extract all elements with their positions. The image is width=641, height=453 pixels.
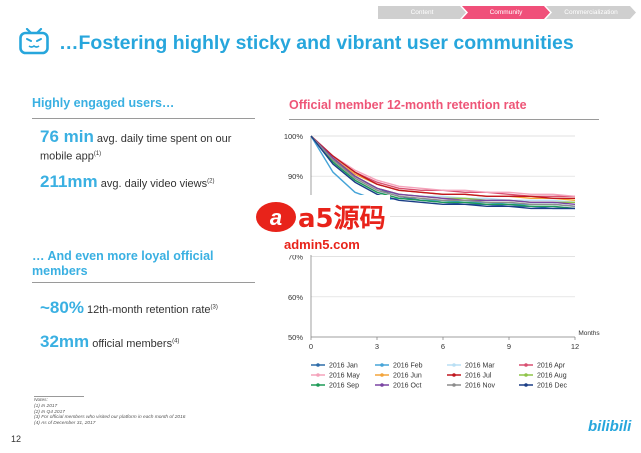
stat-official-members-label: official members (92, 338, 173, 350)
legend-marker (452, 383, 456, 387)
x-tick-label: 3 (375, 342, 379, 351)
section-heading-loyal-members: … And even more loyal official members (32, 249, 214, 279)
legend-marker (452, 373, 456, 377)
legend-label: 2016 Jun (393, 373, 422, 380)
x-tick-label: 9 (507, 342, 511, 351)
y-tick-label: 90% (288, 172, 303, 181)
legend-marker (316, 373, 320, 377)
nav-step-content[interactable]: Content (378, 6, 466, 19)
section-heading-line: members (32, 264, 88, 278)
series-line (310, 135, 576, 207)
legend-marker (380, 383, 384, 387)
footnote-3: (3) For official members who visited our… (34, 415, 186, 421)
legend-marker (380, 373, 384, 377)
x-tick-label: 12 (571, 342, 579, 351)
legend-label: 2016 Apr (537, 363, 566, 370)
stat-daily-time-value: 76 min (40, 127, 94, 146)
legend-marker (524, 383, 528, 387)
watermark-badge (256, 202, 296, 232)
stat-official-members-value: 32mm (40, 332, 90, 351)
watermark-url: admin5.com (284, 237, 360, 252)
series-line (310, 135, 575, 200)
page-number: 12 (11, 434, 22, 444)
footnote-ref: (3) (210, 304, 218, 311)
x-axis-label: Months (578, 330, 600, 337)
footnote-4: (4) As of December 31, 2017 (34, 421, 96, 427)
x-tick-label: 6 (441, 342, 445, 351)
divider (32, 118, 255, 119)
legend-marker (380, 363, 384, 367)
legend-marker (316, 363, 320, 367)
legend-label: 2016 Feb (393, 363, 423, 370)
watermark: a a5源码 admin5.com (254, 195, 390, 255)
section-heading-engaged-users: Highly engaged users… (32, 96, 175, 110)
series-line (310, 135, 576, 197)
nav-step-commercialization[interactable]: Commercialization (546, 6, 636, 19)
legend-label: 2016 Mar (465, 363, 495, 370)
legend-marker (452, 363, 456, 367)
footnotes-title: Notes: (34, 398, 48, 403)
stat-retention-label: 12th-month retention rate (87, 304, 211, 316)
footnote-ref: (2) (207, 178, 215, 185)
watermark-title: a5源码 (298, 204, 386, 234)
legend-marker (524, 373, 528, 377)
footnotes: Notes: (1) In 2017 (2) In Q4 2017 (3) Fo… (34, 398, 185, 427)
x-tick-label: 0 (309, 342, 313, 351)
stat-retention: ~80% 12th-month retention rate(3) (40, 298, 218, 318)
stat-official-members: 32mm official members(4) (40, 332, 180, 352)
page-title: …Fostering highly sticky and vibrant use… (59, 32, 574, 54)
legend-label: 2016 Aug (537, 373, 567, 380)
y-tick-label: 70% (288, 253, 303, 262)
series-line (310, 135, 575, 198)
footnote-2: (2) In Q4 2017 (34, 409, 65, 415)
section-navigation: Content Community Commercialization (378, 6, 636, 19)
divider (289, 119, 599, 120)
legend-label: 2016 Sep (329, 383, 359, 390)
footnote-1: (1) In 2017 (34, 403, 58, 409)
footnote-ref: (4) (172, 338, 180, 345)
y-tick-label: 60% (288, 293, 303, 302)
series-line (310, 135, 575, 210)
brand-logo: bilibili (588, 418, 632, 435)
legend-marker (524, 363, 528, 367)
y-tick-label: 100% (284, 132, 304, 141)
section-heading-line: … And even more loyal official (32, 249, 214, 263)
series-line (310, 135, 576, 210)
stat-daily-time-label: avg. daily time spent on our mobile app (40, 133, 232, 163)
tv-icon (19, 28, 49, 55)
legend-label: 2016 Oct (393, 383, 421, 390)
legend-label: 2016 Dec (537, 383, 567, 390)
footnote-ref: (1) (93, 151, 102, 157)
stat-daily-time: 76 min avg. daily time spent on our mobi… (40, 127, 260, 165)
divider (34, 396, 84, 397)
legend-label: 2016 Nov (465, 383, 495, 390)
stat-video-views-value: 211mm (40, 172, 98, 191)
legend-label: 2016 Jan (329, 363, 358, 370)
legend-label: 2016 Jul (465, 373, 492, 380)
stat-video-views-label: avg. daily video views (100, 178, 208, 190)
nav-step-community[interactable]: Community (462, 6, 550, 19)
chart-title: Official member 12-month retention rate (289, 98, 527, 112)
watermark-mark: a (270, 205, 282, 230)
series-line (310, 135, 576, 205)
divider (32, 282, 255, 283)
legend-marker (316, 383, 320, 387)
stat-retention-value: ~80% (40, 298, 84, 317)
y-tick-label: 50% (288, 333, 303, 342)
legend-label: 2016 May (329, 373, 360, 380)
stat-video-views: 211mm avg. daily video views(2) (40, 172, 215, 192)
